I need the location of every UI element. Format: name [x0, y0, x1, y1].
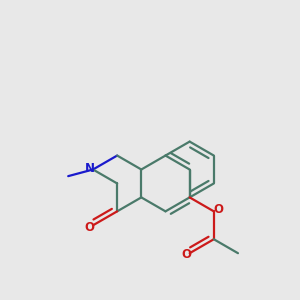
Text: O: O: [84, 221, 94, 234]
Text: O: O: [181, 248, 191, 261]
Text: N: N: [85, 161, 95, 175]
Text: O: O: [213, 203, 223, 216]
